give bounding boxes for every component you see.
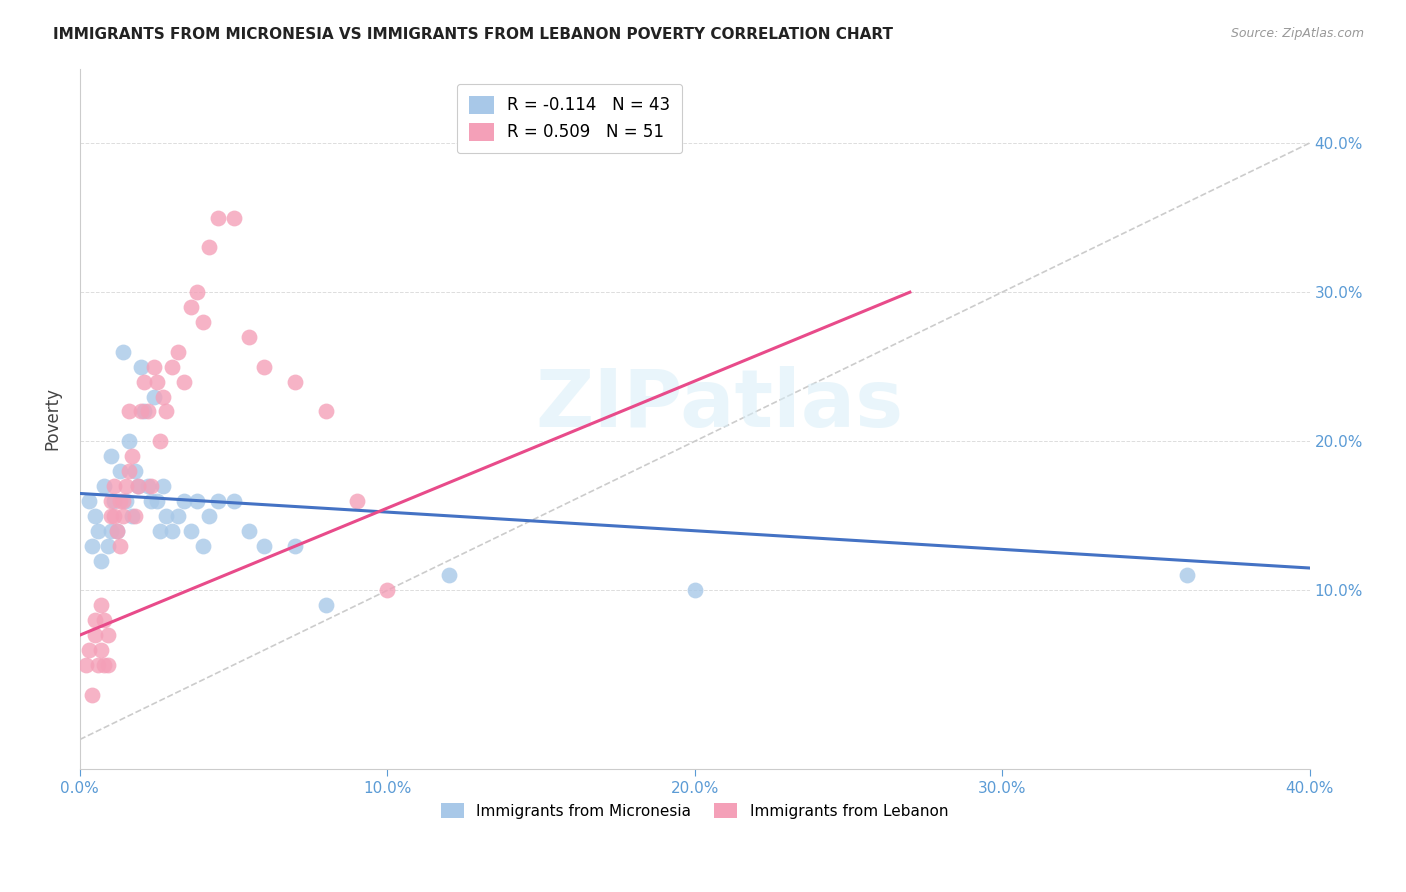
- Point: [111, 344, 134, 359]
- Point: [118, 464, 141, 478]
- Point: [103, 479, 125, 493]
- Point: [375, 583, 398, 598]
- Point: [222, 494, 245, 508]
- Point: [75, 657, 97, 672]
- Point: [93, 479, 115, 493]
- Point: [315, 599, 337, 613]
- Point: [284, 375, 307, 389]
- Point: [134, 375, 156, 389]
- Point: [683, 583, 706, 598]
- Point: [90, 553, 112, 567]
- Text: IMMIGRANTS FROM MICRONESIA VS IMMIGRANTS FROM LEBANON POVERTY CORRELATION CHART: IMMIGRANTS FROM MICRONESIA VS IMMIGRANTS…: [53, 27, 893, 42]
- Point: [84, 628, 107, 642]
- Point: [139, 494, 162, 508]
- Point: [315, 404, 337, 418]
- Point: [105, 524, 128, 538]
- Point: [82, 539, 104, 553]
- Legend: Immigrants from Micronesia, Immigrants from Lebanon: Immigrants from Micronesia, Immigrants f…: [436, 797, 955, 825]
- Point: [186, 285, 208, 300]
- Point: [207, 494, 229, 508]
- Point: [118, 434, 141, 449]
- Point: [127, 479, 149, 493]
- Point: [191, 315, 214, 329]
- Point: [77, 494, 100, 508]
- Point: [100, 524, 122, 538]
- Point: [96, 657, 118, 672]
- Point: [145, 494, 167, 508]
- Point: [136, 479, 159, 493]
- Point: [152, 479, 174, 493]
- Point: [149, 524, 172, 538]
- Point: [180, 300, 202, 314]
- Point: [173, 494, 195, 508]
- Point: [93, 657, 115, 672]
- Point: [145, 375, 167, 389]
- Point: [238, 524, 260, 538]
- Point: [155, 508, 177, 523]
- Point: [142, 359, 165, 374]
- Point: [152, 390, 174, 404]
- Point: [134, 404, 156, 418]
- Point: [100, 508, 122, 523]
- Point: [149, 434, 172, 449]
- Point: [180, 524, 202, 538]
- Text: ZIPatlas: ZIPatlas: [536, 366, 904, 444]
- Text: Source: ZipAtlas.com: Source: ZipAtlas.com: [1230, 27, 1364, 40]
- Point: [198, 240, 221, 254]
- Point: [103, 494, 125, 508]
- Point: [131, 404, 153, 418]
- Y-axis label: Poverty: Poverty: [44, 387, 60, 450]
- Point: [115, 494, 138, 508]
- Point: [87, 524, 110, 538]
- Point: [207, 211, 229, 225]
- Point: [127, 479, 149, 493]
- Point: [108, 539, 131, 553]
- Point: [284, 539, 307, 553]
- Point: [191, 539, 214, 553]
- Point: [160, 359, 183, 374]
- Point: [77, 643, 100, 657]
- Point: [167, 344, 190, 359]
- Point: [118, 404, 141, 418]
- Point: [139, 479, 162, 493]
- Point: [96, 539, 118, 553]
- Point: [124, 464, 146, 478]
- Point: [87, 657, 110, 672]
- Point: [90, 599, 112, 613]
- Point: [160, 524, 183, 538]
- Point: [84, 613, 107, 627]
- Point: [111, 508, 134, 523]
- Point: [253, 359, 276, 374]
- Point: [96, 628, 118, 642]
- Point: [103, 508, 125, 523]
- Point: [124, 508, 146, 523]
- Point: [238, 330, 260, 344]
- Point: [136, 404, 159, 418]
- Point: [100, 449, 122, 463]
- Point: [186, 494, 208, 508]
- Point: [105, 524, 128, 538]
- Point: [108, 464, 131, 478]
- Point: [142, 390, 165, 404]
- Point: [198, 508, 221, 523]
- Point: [121, 449, 143, 463]
- Point: [82, 688, 104, 702]
- Point: [90, 643, 112, 657]
- Point: [111, 494, 134, 508]
- Point: [155, 404, 177, 418]
- Point: [84, 508, 107, 523]
- Point: [346, 494, 368, 508]
- Point: [437, 568, 460, 582]
- Point: [173, 375, 195, 389]
- Point: [131, 359, 153, 374]
- Point: [115, 479, 138, 493]
- Point: [167, 508, 190, 523]
- Point: [1175, 568, 1198, 582]
- Point: [93, 613, 115, 627]
- Point: [121, 508, 143, 523]
- Point: [108, 494, 131, 508]
- Point: [100, 494, 122, 508]
- Point: [253, 539, 276, 553]
- Point: [222, 211, 245, 225]
